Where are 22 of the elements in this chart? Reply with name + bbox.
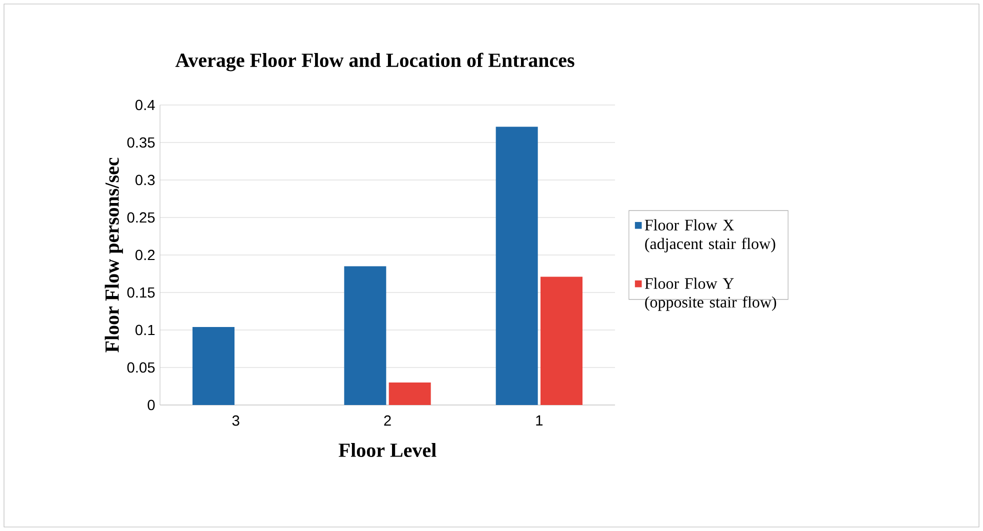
bar	[192, 326, 235, 405]
x-tick-label: 1	[536, 415, 543, 426]
y-tick-label: 0.1	[135, 324, 155, 336]
y-tick-label: 0	[148, 400, 155, 410]
legend-label: Floor Flow Y (opposite stair flow)	[644, 278, 776, 311]
y-tick-label: 0.15	[127, 287, 155, 298]
y-tick-label: 0.3	[135, 174, 155, 186]
y-tick-label: 0.25	[127, 212, 155, 223]
x-tick-label: 2	[384, 415, 391, 426]
y-tick-label: 0.35	[127, 137, 155, 148]
bar	[496, 126, 538, 405]
legend-label: Floor Flow X (adjacent stair flow)	[644, 219, 776, 252]
bar	[388, 382, 431, 405]
x-tick-label: 3	[232, 415, 240, 426]
x-axis-title: Floor Level	[338, 442, 436, 457]
y-tick-label: 0.4	[135, 100, 155, 110]
bar	[540, 276, 582, 405]
y-tick-label: 0.05	[127, 362, 155, 373]
bar	[344, 266, 386, 405]
chart-title: Average Floor Flow and Location of Entrances	[175, 52, 574, 72]
y-tick-label: 0.2	[135, 250, 155, 260]
y-axis-title: Floor Flow persons/sec	[104, 158, 123, 352]
